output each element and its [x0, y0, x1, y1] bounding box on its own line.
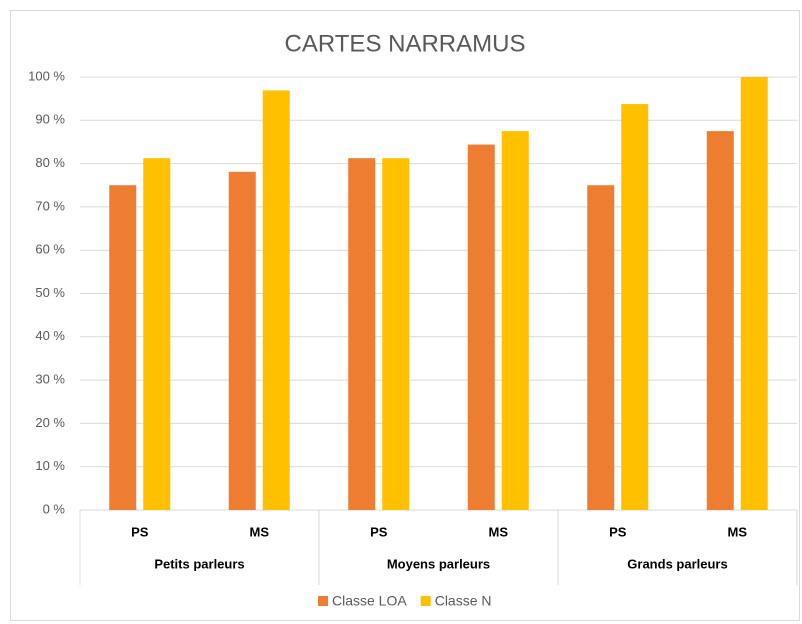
bar — [228, 171, 256, 510]
bar — [587, 185, 615, 510]
x-tick-label: PS — [609, 524, 627, 539]
legend-swatch — [420, 596, 431, 606]
bar — [621, 104, 649, 510]
bar — [143, 158, 171, 510]
x-tick-label: PS — [131, 524, 149, 539]
bar — [706, 131, 734, 510]
y-tick-label: 90 % — [35, 112, 65, 127]
legend-label: Classe N — [435, 593, 492, 609]
y-tick-label: 10 % — [35, 458, 65, 473]
y-tick-label: 20 % — [35, 415, 65, 430]
y-tick-label: 50 % — [35, 285, 65, 300]
y-tick-label: 30 % — [35, 372, 65, 387]
x-tick-label: MS — [489, 524, 509, 539]
legend-label: Classe LOA — [332, 593, 407, 609]
y-tick-label: 60 % — [35, 242, 65, 257]
bar — [740, 77, 768, 510]
bar — [262, 90, 290, 510]
bar — [467, 144, 495, 510]
chart-title: CARTES NARRAMUS — [285, 30, 526, 57]
group-label: Grands parleurs — [627, 556, 727, 571]
x-tick-label: PS — [370, 524, 388, 539]
legend-swatch — [318, 596, 328, 606]
y-tick-label: 70 % — [35, 198, 65, 213]
y-tick-label: 0 % — [43, 501, 66, 516]
bar — [501, 131, 529, 510]
bar — [348, 158, 376, 510]
y-tick-label: 40 % — [35, 328, 65, 343]
bar — [382, 158, 410, 510]
group-label: Moyens parleurs — [387, 556, 490, 571]
y-tick-label: 80 % — [35, 155, 65, 170]
y-tick-label: 100 % — [28, 68, 65, 83]
x-tick-label: MS — [250, 524, 270, 539]
bar — [109, 185, 137, 510]
group-label: Petits parleurs — [154, 556, 244, 571]
x-tick-label: MS — [728, 524, 748, 539]
